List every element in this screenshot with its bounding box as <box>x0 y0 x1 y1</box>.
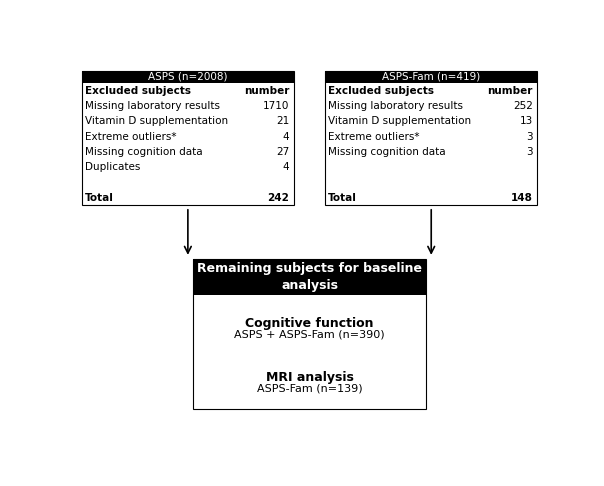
Text: Total: Total <box>328 193 357 203</box>
Text: Extreme outliers*: Extreme outliers* <box>328 132 420 141</box>
Text: 242: 242 <box>268 193 289 203</box>
Text: 252: 252 <box>513 101 533 111</box>
Text: 3: 3 <box>526 147 533 157</box>
Text: number: number <box>487 86 533 96</box>
Text: Missing cognition data: Missing cognition data <box>85 147 202 157</box>
Text: Missing laboratory results: Missing laboratory results <box>328 101 463 111</box>
Text: Duplicates: Duplicates <box>85 162 140 172</box>
Text: Cognitive function: Cognitive function <box>245 317 374 330</box>
Text: ASPS + ASPS-Fam (n=390): ASPS + ASPS-Fam (n=390) <box>234 329 385 339</box>
Text: Missing laboratory results: Missing laboratory results <box>85 101 220 111</box>
Text: MRI analysis: MRI analysis <box>266 371 353 384</box>
Text: Excluded subjects: Excluded subjects <box>328 86 434 96</box>
Text: Remaining subjects for baseline
analysis: Remaining subjects for baseline analysis <box>197 262 422 292</box>
Text: number: number <box>244 86 289 96</box>
Bar <box>325 70 538 206</box>
Bar <box>82 70 294 83</box>
Text: Total: Total <box>85 193 114 203</box>
Text: Excluded subjects: Excluded subjects <box>85 86 191 96</box>
Bar <box>193 260 426 409</box>
Bar <box>325 70 538 83</box>
Text: 27: 27 <box>276 147 289 157</box>
Text: Missing cognition data: Missing cognition data <box>328 147 446 157</box>
Text: 1710: 1710 <box>263 101 289 111</box>
Text: 13: 13 <box>519 116 533 126</box>
Text: 148: 148 <box>511 193 533 203</box>
Text: ASPS (n=2008): ASPS (n=2008) <box>148 72 228 82</box>
Text: ASPS-Fam (n=419): ASPS-Fam (n=419) <box>382 72 480 82</box>
Text: 4: 4 <box>283 132 289 141</box>
Bar <box>82 70 294 206</box>
Text: 21: 21 <box>276 116 289 126</box>
Text: 4: 4 <box>283 162 289 172</box>
Text: Vitamin D supplementation: Vitamin D supplementation <box>85 116 228 126</box>
Text: Extreme outliers*: Extreme outliers* <box>85 132 176 141</box>
Bar <box>193 260 426 295</box>
Text: 3: 3 <box>526 132 533 141</box>
Text: Vitamin D supplementation: Vitamin D supplementation <box>328 116 471 126</box>
Text: ASPS-Fam (n=139): ASPS-Fam (n=139) <box>257 383 362 393</box>
